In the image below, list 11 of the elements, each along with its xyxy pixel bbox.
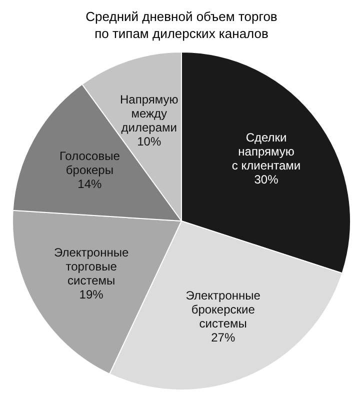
data-label: 14% (78, 176, 102, 191)
data-label: 10% (137, 134, 162, 149)
slice-label: Электронные торговые системы (54, 246, 129, 288)
slice-label: Сделки напрямую с клиентами (232, 130, 301, 173)
data-label: 19% (79, 288, 104, 302)
data-label: 30% (254, 172, 279, 187)
slice-label: Электронные брокерские системы (186, 288, 261, 330)
slice-label: Голосовые брокеры (59, 148, 120, 177)
chart-title: Средний дневной объем торгов по типам дилерских каналов (84, 8, 278, 42)
slice-label: Напрямую между дилерами (120, 92, 178, 135)
data-label: 27% (211, 330, 236, 344)
